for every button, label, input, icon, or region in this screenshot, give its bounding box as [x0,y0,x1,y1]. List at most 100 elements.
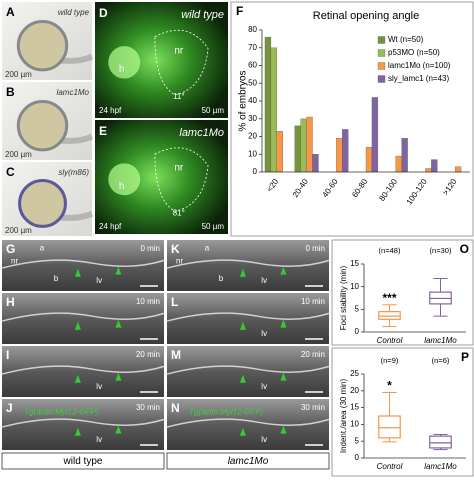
tissue-edge [166,418,330,428]
y-tick-label: 70 [248,43,257,52]
panel-transgene: Tg(actin:Myl12-GFP) [189,407,264,416]
panel-time: 30 min [301,403,325,412]
panel-nr: nr [176,257,183,266]
arrow [239,427,246,436]
panel-a: a [205,243,210,252]
bar [395,155,402,173]
arrow [115,425,122,434]
panel-lv: lv [96,435,102,444]
y-tick-label: 25 [350,369,359,378]
y-tick-label: 5 [355,436,360,445]
legend-swatch [377,36,386,44]
y-tick-label: 0 [253,167,258,176]
panel-letter: E [99,124,107,138]
arrow [115,266,122,275]
bar [264,36,272,173]
arrow [280,319,287,328]
y-tick-label: 5 [355,304,360,313]
legend-label: sly_lamc1 (n=43) [388,74,449,83]
legend-swatch [377,62,386,70]
arrow [115,319,122,328]
legend-swatch [377,75,386,83]
arrow [239,268,246,277]
panel-label: lamc1Mo [57,88,90,97]
panel-nr: nr [174,163,184,174]
panel-letter: G [6,242,15,256]
panel-a: a [40,243,45,252]
panel-letter: M [171,348,181,362]
arrow [280,425,287,434]
tissue-edge [1,365,165,375]
image-panel: H 10 min [1,293,165,344]
panel-lv: lv [96,276,102,285]
panel-time: 0 min [305,244,325,253]
panel-frame [331,239,474,346]
panel-scale: 200 µm [5,150,32,159]
significance: *** [382,291,396,305]
panel-scale: 50 µm [202,106,225,115]
legend-label: Wt (n=50) [388,35,424,44]
panel-label: lamc1Mo [179,127,224,139]
arrow [74,374,81,383]
chart-title: Retinal opening angle [313,10,419,22]
panel-frame [331,347,474,477]
panel-b: b [54,274,59,283]
panel-letter: B [6,85,15,99]
embryo [16,20,69,72]
legend-label: p53MO (n=50) [388,48,440,57]
panel-label: wild type [58,8,90,17]
y-tick-label: 80 [248,25,257,34]
panel-time: 20 min [301,350,325,359]
y-tick-label: 60 [248,61,257,70]
x-tick-label: Control [377,336,403,345]
n-label: (n=30) [430,246,452,255]
panel-b: b [219,274,224,283]
arrow [280,266,287,275]
image-panel: L 10 min lv [166,293,330,344]
group-label: wild type [63,456,103,467]
bar [342,129,349,173]
tissue-edge [166,312,330,322]
x-tick-label: Control [377,462,403,471]
image-panel: K 0 min nr a b lv [166,240,330,291]
tissue-edge [166,259,330,269]
tissue-edge [1,418,165,428]
arrow [239,374,246,383]
y-tick-label: 15 [350,403,359,412]
retina-outline [154,147,209,212]
image-panel: N 30 min Tg(actin:Myl12-GFP) lv [166,399,330,450]
x-tick-label: lamc1Mo [424,462,457,471]
panel-nr: nr [11,257,18,266]
image-panel: G 0 min nr a b lv [1,240,165,291]
panel-nr: nr [174,45,184,56]
tissue-edge [1,259,165,269]
bar [371,97,379,173]
panel-letter: N [171,401,180,415]
panel-lv: lv [261,435,267,444]
panel-scale: 200 µm [5,226,32,235]
panel-label: sly(m86) [58,168,89,177]
box [378,311,401,320]
panel-letter: I [6,348,9,362]
group-label: lamc1Mo [228,456,269,467]
head-signal [108,163,141,196]
panel-lv: lv [261,382,267,391]
bar [425,168,432,173]
y-tick-label: 20 [248,132,257,141]
bar [306,116,313,173]
y-tick-label: 10 [350,282,359,291]
box [378,415,401,439]
panel-scale: 50 µm [202,222,225,231]
image-panel: M 20 min lv [166,346,330,397]
bar [276,131,283,173]
y-tick-label: 10 [248,149,257,158]
y-tick-label: 10 [350,420,359,429]
significance: * [387,379,392,393]
panel-lv: lv [96,382,102,391]
embryo [16,100,69,152]
arrow [74,427,81,436]
